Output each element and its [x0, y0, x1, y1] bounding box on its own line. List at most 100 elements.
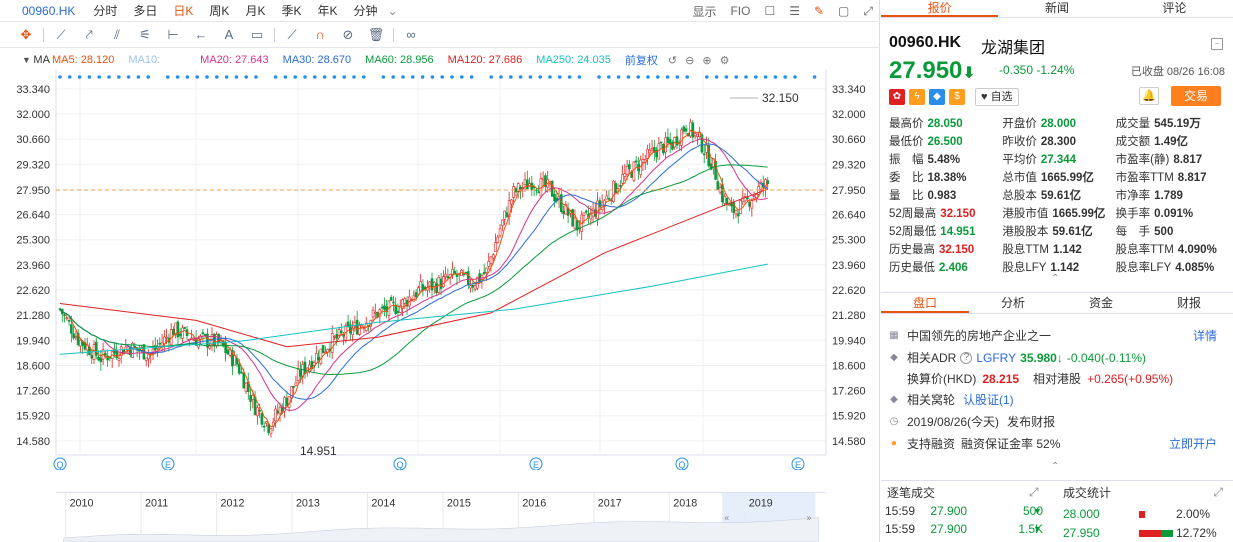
event-badge-icon	[529, 457, 543, 470]
candle-body	[417, 287, 420, 295]
candle-body	[403, 298, 407, 304]
candle-body	[242, 372, 246, 389]
event-marker-dot	[509, 75, 513, 79]
tab-analysis[interactable]: 分析	[1000, 296, 1025, 310]
tab-financials[interactable]: 财报	[1176, 296, 1201, 310]
fq-button[interactable]: FIO	[730, 4, 751, 18]
candle-body	[74, 336, 78, 339]
candle-body	[104, 353, 107, 356]
tab-year-k[interactable]: 年K	[317, 3, 338, 18]
candle-body	[739, 200, 742, 215]
candle-body	[197, 338, 200, 348]
collapse-icon[interactable]: −	[1211, 38, 1223, 50]
tab-orderbook[interactable]: 盘口	[881, 293, 969, 313]
warrant-row: ◆ 相关窝轮 认股证(1)	[887, 390, 1227, 410]
undo-icon[interactable]: ↺	[667, 54, 678, 67]
trend-line-icon[interactable]: ⟋	[56, 26, 66, 42]
event-marker-dot	[166, 75, 170, 79]
event-marker-dot	[636, 75, 640, 79]
tab-funds[interactable]: 资金	[1088, 296, 1113, 310]
measure-icon[interactable]: ⊢	[167, 26, 179, 42]
comment-icon[interactable]: ▭	[250, 26, 264, 42]
nav-year-label: 2018	[673, 498, 697, 510]
candle-body	[258, 410, 261, 412]
chevron-down-icon[interactable]: ⌄	[387, 3, 398, 18]
candle-body	[389, 297, 393, 301]
quote-cell: 开盘价 28.000	[1002, 115, 1115, 133]
tab-multi-day[interactable]: 多日	[133, 3, 158, 18]
candle-body	[278, 406, 282, 414]
adr-link[interactable]: LGFRY	[976, 351, 1017, 365]
candle-body	[675, 136, 679, 146]
stats-bar	[1139, 511, 1145, 518]
link-icon[interactable]: ∞	[406, 27, 416, 42]
help-icon[interactable]: ?	[960, 352, 973, 364]
magnet-icon[interactable]: ∩	[315, 27, 325, 42]
expand-icon[interactable]: ⤢	[1213, 485, 1223, 499]
fullscreen-icon[interactable]: ⤢	[863, 3, 873, 18]
channel-icon[interactable]: ⫽	[114, 26, 120, 42]
layout-icon[interactable]: ☰	[789, 4, 800, 18]
candle-body	[398, 305, 402, 313]
arrow-left-icon[interactable]: ←	[194, 27, 208, 42]
tab-monthly-k[interactable]: 月K	[245, 3, 266, 18]
expand-chevron-icon[interactable]: ⌃	[1051, 461, 1060, 472]
hide-icon[interactable]: ⊘	[342, 26, 354, 42]
candle-body	[571, 209, 574, 227]
candle-body	[117, 358, 121, 361]
candle-body	[178, 333, 182, 337]
display-dropdown[interactable]: 显示	[692, 4, 717, 19]
zoom-out-icon[interactable]: ⊖	[685, 54, 695, 67]
warrant-link[interactable]: 认股证(1)	[963, 393, 1014, 407]
bell-icon[interactable]: 🔔	[1139, 87, 1159, 105]
candle-body	[632, 161, 636, 181]
zoom-in-icon[interactable]: ⊕	[702, 54, 712, 67]
text-icon[interactable]: A	[224, 27, 234, 42]
tab-weekly-k[interactable]: 周K	[209, 3, 230, 18]
ray-icon[interactable]: ⤤	[85, 26, 93, 42]
detail-link[interactable]: 详情	[1192, 329, 1217, 343]
candle-body	[736, 213, 740, 217]
candle-body	[446, 276, 450, 279]
kline-chart[interactable]: 33.340 33.340 32.000 32.000 30.660 30.660 29.3…	[0, 70, 880, 470]
candle-body	[582, 212, 586, 216]
settings-icon[interactable]: ⚙	[719, 54, 730, 67]
candle-body	[467, 271, 470, 285]
ruler-icon[interactable]: ⟋	[287, 26, 297, 42]
crosshair-icon[interactable]: ✥	[20, 26, 32, 42]
candle-body	[718, 187, 722, 193]
trash-icon[interactable]: 🗑	[367, 26, 385, 42]
expand-icon[interactable]: ⤢	[1029, 485, 1039, 499]
event-marker-dot	[420, 75, 425, 79]
candle-body	[412, 295, 416, 302]
candle-body	[176, 321, 180, 338]
quote-key: 港股股本	[1002, 226, 1049, 238]
event-badge-letter: Q	[396, 460, 403, 470]
tab-quarter-k[interactable]: 季K	[281, 3, 302, 18]
tab-intraday[interactable]: 分时	[93, 3, 118, 18]
tab-comments[interactable]: 评论	[1162, 1, 1187, 15]
tab-quote[interactable]: 报价	[881, 0, 999, 17]
tab-minute[interactable]: 分钟	[353, 3, 378, 18]
candle-body	[510, 199, 513, 205]
timeline-navigator[interactable]: 2010 2011 2012 2013 2014 2015 2016 2017 2018 2019…	[56, 492, 826, 542]
add-watchlist-button[interactable]: ♥ 自选	[975, 88, 1019, 106]
y-tick-label-right: 19.940	[832, 335, 866, 347]
ma-label[interactable]: ▼ MA	[22, 54, 50, 66]
event-badge-letter: Q	[678, 460, 685, 470]
fuquan-button[interactable]: 前复权	[624, 55, 658, 67]
open-account-link[interactable]: 立即开户	[1168, 437, 1217, 451]
expand-chevron-icon[interactable]: ⌃	[1051, 273, 1060, 284]
trade-button[interactable]: 交易	[1171, 86, 1221, 106]
pen-icon[interactable]: ✎	[813, 4, 825, 18]
tab-daily-k[interactable]: 日K	[173, 3, 194, 18]
fib-icon[interactable]: ⚟	[139, 26, 151, 42]
checkbox-icon[interactable]: ☐	[764, 4, 776, 18]
tab-news[interactable]: 新闻	[1044, 1, 1069, 15]
candle-body	[707, 145, 711, 167]
candle-body	[321, 344, 325, 354]
candle-body	[666, 136, 670, 143]
quote-row: 最高价 28.050 开盘价 28.000 成交量 545.19万	[889, 115, 1229, 133]
quote-value: 28.000	[1040, 118, 1077, 130]
window-icon[interactable]: ▢	[838, 4, 850, 18]
